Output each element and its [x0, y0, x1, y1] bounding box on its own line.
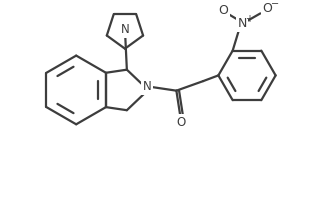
Text: O: O [218, 4, 228, 17]
Text: +: + [245, 14, 253, 24]
Text: O: O [177, 116, 186, 129]
Text: O: O [262, 2, 272, 15]
Text: N: N [143, 80, 151, 93]
Text: N: N [121, 23, 129, 36]
Text: −: − [271, 0, 279, 9]
Text: N: N [237, 17, 247, 30]
